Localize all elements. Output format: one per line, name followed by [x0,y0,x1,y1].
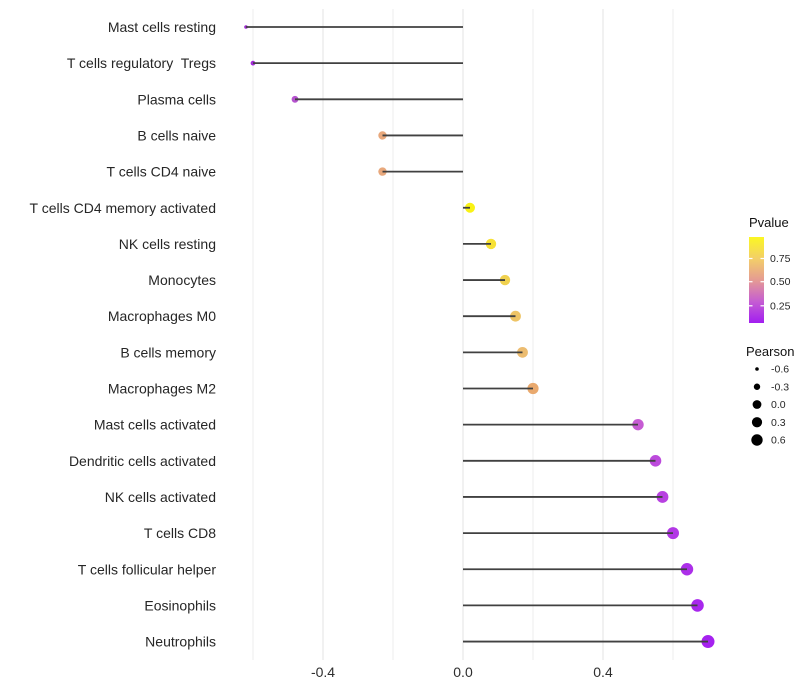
category-label: Mast cells activated [94,417,216,433]
pearson-size-dot [751,417,763,428]
category-label: NK cells resting [119,236,216,252]
category-label: T cells CD8 [144,525,216,541]
category-label: Neutrophils [145,634,216,650]
pearson-size-label: -0.6 [771,364,789,376]
category-label: B cells naive [137,127,216,143]
pearson-size-label: -0.3 [771,381,789,393]
colorbar-tick-label: 0.25 [770,300,791,312]
category-label: Monocytes [148,272,216,288]
category-label: Eosinophils [144,597,216,613]
category-label: Plasma cells [137,91,216,107]
legend: Pvalue 0.75 0.50 0.25 Pearson -0.6 -0.3 0.0 0… [746,215,794,447]
pearson-size-dot [751,434,763,446]
category-label: NK cells activated [105,489,216,505]
pearson-size-label: 0.6 [771,435,786,447]
category-label: Dendritic cells activated [69,453,216,469]
pvalue-legend-title: Pvalue [749,215,789,230]
x-axis: -0.4 0.0 0.4 [311,664,613,680]
category-label: T cells CD4 naive [107,164,217,180]
x-tick-label: 0.4 [593,664,613,680]
category-label: T cells regulatory Tregs [67,55,216,71]
colorbar-tick-label: 0.50 [770,276,791,288]
pearson-legend-title: Pearson [746,344,794,359]
x-tick-label: -0.4 [311,664,335,680]
pearson-size-dot [753,383,761,390]
x-tick-label: 0.0 [453,664,473,680]
category-label: Macrophages M0 [108,308,216,324]
colorbar-tick-label: 0.75 [770,253,791,265]
pvalue-colorbar-ticks: 0.75 0.50 0.25 [749,253,791,312]
category-label: B cells memory [120,344,216,360]
lollipop-rows: Mast cells resting T cells regulatory Tre… [30,19,715,650]
category-label: T cells CD4 memory activated [30,200,216,216]
pearson-size-label: 0.0 [771,399,786,411]
pearson-size-dot [755,367,759,371]
pvalue-colorbar [749,237,764,323]
category-label: Mast cells resting [108,19,216,35]
category-label: Macrophages M2 [108,381,216,397]
pearson-size-label: 0.3 [771,417,786,429]
gridlines [252,9,674,660]
category-label: T cells follicular helper [78,561,217,577]
pearson-size-dot [752,400,762,409]
pearson-size-legend: -0.6 -0.3 0.0 0.3 0.6 [751,364,789,447]
